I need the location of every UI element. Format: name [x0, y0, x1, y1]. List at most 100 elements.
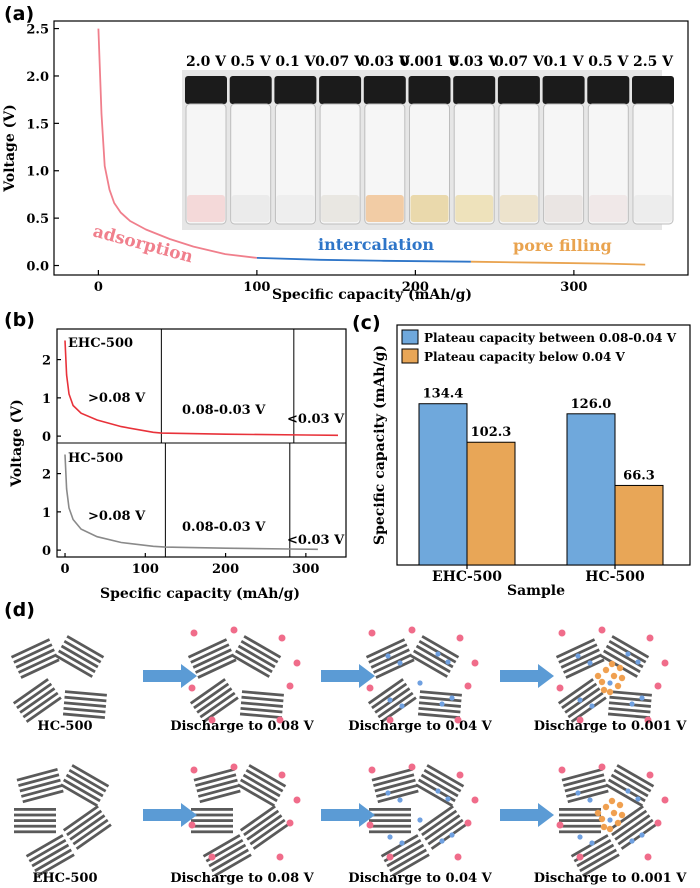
vial-label-5: 0.001 V — [400, 54, 461, 70]
carbon-stack-r1-c2-4-layer-2 — [386, 843, 425, 868]
na-intercalated-dot-r1-c3-0 — [575, 790, 581, 796]
na-intercalated-dot-r0-c2-4 — [387, 697, 393, 703]
na-adsorbed-dot-r0-c3-1 — [598, 626, 606, 634]
category-label-1: HC-500 — [585, 569, 645, 585]
carbon-stack-r1-c1-0-layer-2 — [196, 778, 238, 793]
na-adsorbed-dot-r0-c2-4 — [464, 682, 472, 690]
carbon-stack-r0-c1-3-layer-3 — [240, 706, 283, 714]
x-tick-label-b-3: 300 — [292, 562, 319, 577]
na-adsorbed-dot-r0-c1-3 — [188, 684, 196, 692]
na-intercalated-dot-r1-c2-1 — [397, 797, 403, 803]
panel-c-bars: 134.4 102.3 EHC-500 126.0 66.3 HC-500 — [418, 387, 664, 585]
na-adsorbed-dot-r0-c1-7 — [293, 659, 301, 667]
panel-b-top-label-1: >0.08 V — [88, 391, 146, 406]
carbon-stack-r1-c1-0-layer-4 — [199, 789, 241, 804]
vial-liquid-3 — [321, 195, 360, 222]
vial-cap-4 — [363, 76, 406, 104]
carbon-stack-r0-c0-0-layer-4 — [20, 658, 60, 679]
y-tick-label-a-5: 2.5 — [26, 23, 49, 38]
panel-b-xlabel: Specific capacity (mAh/g) — [100, 586, 300, 602]
carbon-stack-r0-c3-0-layer-2 — [560, 648, 600, 669]
na-intercalated-dot-r0-c2-6 — [439, 701, 445, 707]
carbon-stack-r1-c3-0-layer-0 — [561, 767, 603, 782]
carbon-stack-r1-c2-3 — [417, 805, 467, 850]
na-pore-dot-r1-c3-4 — [606, 825, 614, 833]
panel-b-bottom-name: HC-500 — [68, 451, 123, 466]
carbon-stack-r1-c3-3-layer-3 — [617, 818, 654, 846]
carbon-stack-r0-c2-3-layer-3 — [418, 706, 461, 714]
carbon-stack-r1-c1-4-layer-4 — [214, 853, 252, 877]
na-pore-dot-r1-c3-6 — [618, 811, 626, 819]
schematic-label-r0-c2: Discharge to 0.04 V — [348, 719, 492, 734]
x-tick-label-b-1: 100 — [132, 562, 159, 577]
carbon-stack-r1-c2-1-layer-1 — [423, 768, 462, 793]
carbon-stack-r0-c0-3-layer-0 — [64, 690, 107, 697]
carbon-stack-r1-c0-4-layer-0 — [25, 834, 64, 858]
carbon-stack-r1-c2-4-layer-4 — [392, 853, 430, 877]
carbon-stack-r0-c0-3-layer-1 — [64, 695, 107, 703]
carbon-stack-r1-c1-4-layer-3 — [211, 848, 249, 873]
carbon-stack-r1-c2-0-layer-2 — [374, 778, 416, 793]
na-adsorbed-dot-r1-c1-6 — [276, 853, 284, 861]
na-adsorbed-dot-r1-c2-3 — [366, 821, 374, 829]
na-pore-dot-r1-c3-0 — [602, 803, 610, 811]
carbon-stack-r1-c1-1-layer-0 — [248, 764, 287, 788]
carbon-stack-r1-c3-2-layer-0 — [559, 808, 601, 811]
carbon-stack-r0-c3-2-layer-1 — [561, 682, 598, 710]
na-adsorbed-dot-r0-c2-5 — [386, 716, 394, 724]
carbon-stack-r1-c3-2-layer-3 — [559, 824, 601, 828]
na-adsorbed-dot-r1-c2-2 — [456, 771, 464, 779]
schematic-r0-c1 — [187, 626, 301, 724]
bar-0-0 — [418, 403, 468, 566]
carbon-stack-r0-c2-1-layer-2 — [415, 644, 454, 669]
carbon-stack-r1-c0-3-layer-1 — [66, 809, 103, 837]
carbon-stack-r1-c2-2-layer-0 — [369, 808, 411, 811]
vial-label-0: 2.0 V — [186, 54, 227, 70]
carbon-stack-r0-c0-1 — [55, 635, 105, 678]
x-tick-label-a-1: 100 — [243, 280, 270, 295]
carbon-stack-r1-c2-1-layer-2 — [420, 773, 459, 798]
carbon-stack-r0-c3-1-layer-2 — [605, 644, 644, 669]
carbon-stack-r1-c0-0 — [16, 767, 64, 804]
arrow-r1-1 — [321, 803, 375, 827]
carbon-stack-r1-c1-2 — [191, 808, 233, 834]
carbon-stack-r0-c0-1-layer-3 — [58, 649, 96, 674]
carbon-stack-r1-c3-2-layer-1 — [559, 813, 601, 817]
carbon-stack-r1-c1-0-layer-3 — [197, 784, 240, 798]
carbon-stack-r0-c1-3-layer-0 — [241, 690, 284, 697]
na-pore-dot-r0-c3-7 — [608, 660, 616, 668]
vial-cap-6 — [453, 76, 496, 104]
carbon-stack-r1-c1-1-layer-2 — [242, 773, 281, 798]
carbon-stack-r1-c1-4-layer-2 — [208, 843, 247, 868]
na-adsorbed-dot-r1-c3-3 — [556, 821, 564, 829]
vial-cap-0 — [185, 76, 227, 104]
na-adsorbed-dot-r0-c1-5 — [208, 716, 216, 724]
carbon-stack-r1-c1-3-layer-2 — [246, 814, 283, 841]
panel-b-curves: 0 1 2 0 1 2 0 100 200 300 — [42, 329, 339, 577]
carbon-stack-r1-c2-1 — [415, 764, 465, 807]
carbon-stack-r1-c0-4 — [25, 834, 75, 877]
carbon-stack-r0-c0-2-layer-4 — [25, 696, 62, 723]
carbon-stack-r1-c1-4-layer-0 — [202, 834, 241, 858]
carbon-stack-r1-c2-2-layer-1 — [369, 813, 411, 817]
carbon-stack-r0-c0-3-layer-3 — [63, 706, 106, 714]
carbon-stack-r0-c0-2-layer-0 — [12, 678, 49, 705]
na-intercalated-dot-r0-c2-1 — [397, 660, 403, 666]
arrow-r1-0 — [143, 803, 197, 827]
panel-a-curves — [97, 28, 646, 266]
vial-body-5 — [409, 103, 450, 225]
na-adsorbed-dot-r1-c3-6 — [644, 853, 652, 861]
carbon-stack-r0-c1-2-layer-3 — [199, 691, 236, 719]
na-adsorbed-dot-r1-c1-5 — [208, 853, 216, 861]
vial-cap-7 — [497, 76, 540, 104]
vial-cap-3 — [319, 76, 362, 104]
carbon-stack-r0-c3-2-layer-3 — [567, 691, 604, 719]
carbon-stack-r0-c0-3 — [62, 690, 107, 719]
vial-label-10: 2.5 V — [633, 54, 674, 70]
carbon-stack-r0-c0-3-layer-2 — [63, 701, 106, 708]
schematic-r0-c3 — [555, 626, 669, 724]
series-line-b-1 — [64, 454, 318, 551]
na-intercalated-dot-r1-c2-3 — [445, 796, 451, 802]
carbon-stack-r1-c3-0-layer-4 — [567, 789, 609, 804]
